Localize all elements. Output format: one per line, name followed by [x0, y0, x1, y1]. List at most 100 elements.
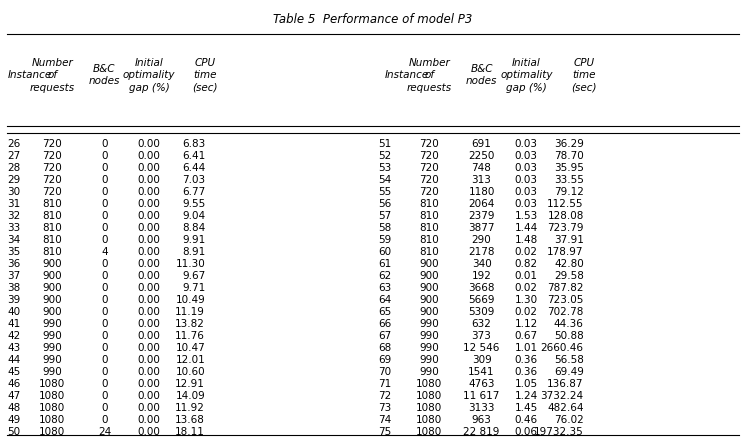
Text: 0.03: 0.03: [515, 187, 538, 197]
Text: 900: 900: [419, 295, 439, 305]
Text: 990: 990: [419, 331, 439, 341]
Text: 0.00: 0.00: [138, 235, 160, 245]
Text: 0.00: 0.00: [138, 211, 160, 221]
Text: 2660.46: 2660.46: [541, 343, 583, 353]
Text: 55: 55: [378, 187, 391, 197]
Text: 8.91: 8.91: [182, 247, 205, 257]
Text: 40: 40: [7, 307, 21, 317]
Text: 720: 720: [419, 187, 439, 197]
Text: 9.67: 9.67: [182, 271, 205, 281]
Text: 69.49: 69.49: [554, 367, 583, 377]
Text: 0.00: 0.00: [138, 295, 160, 305]
Text: 13.68: 13.68: [175, 415, 205, 425]
Text: 29.58: 29.58: [554, 271, 583, 281]
Text: 53: 53: [378, 163, 391, 173]
Text: 0: 0: [101, 151, 107, 161]
Text: 0.82: 0.82: [515, 259, 538, 269]
Text: 900: 900: [43, 307, 62, 317]
Text: 0.00: 0.00: [138, 343, 160, 353]
Text: 0: 0: [101, 319, 107, 329]
Text: 52: 52: [378, 151, 391, 161]
Text: 1180: 1180: [468, 187, 495, 197]
Text: 79.12: 79.12: [554, 187, 583, 197]
Text: 720: 720: [43, 151, 62, 161]
Text: 810: 810: [43, 211, 62, 221]
Text: 56.58: 56.58: [554, 355, 583, 365]
Text: CPU
time
(sec): CPU time (sec): [192, 58, 218, 92]
Text: 1541: 1541: [468, 367, 495, 377]
Text: 0.03: 0.03: [515, 175, 538, 185]
Text: 3732.24: 3732.24: [541, 391, 583, 401]
Text: 47: 47: [7, 391, 21, 401]
Text: 0: 0: [101, 235, 107, 245]
Text: 59: 59: [378, 235, 391, 245]
Text: 128.08: 128.08: [548, 211, 583, 221]
Text: 723.79: 723.79: [548, 223, 583, 233]
Text: 1080: 1080: [416, 379, 442, 389]
Text: 42.80: 42.80: [554, 259, 583, 269]
Text: 41: 41: [7, 319, 21, 329]
Text: 54: 54: [378, 175, 391, 185]
Text: 19732.35: 19732.35: [534, 427, 583, 437]
Text: 64: 64: [378, 295, 391, 305]
Text: 11.76: 11.76: [175, 331, 205, 341]
Text: 0: 0: [101, 175, 107, 185]
Text: 0: 0: [101, 367, 107, 377]
Text: 3133: 3133: [468, 403, 495, 413]
Text: 2250: 2250: [468, 151, 495, 161]
Text: 0: 0: [101, 283, 107, 293]
Text: 8.84: 8.84: [182, 223, 205, 233]
Text: 0.67: 0.67: [515, 331, 538, 341]
Text: 74: 74: [378, 415, 391, 425]
Text: 0: 0: [101, 391, 107, 401]
Text: 810: 810: [43, 235, 62, 245]
Text: 810: 810: [43, 223, 62, 233]
Text: 62: 62: [378, 271, 391, 281]
Text: 61: 61: [378, 259, 391, 269]
Text: 1080: 1080: [39, 379, 66, 389]
Text: 720: 720: [419, 163, 439, 173]
Text: 990: 990: [419, 343, 439, 353]
Text: 290: 290: [471, 235, 492, 245]
Text: 720: 720: [43, 175, 62, 185]
Text: 720: 720: [419, 139, 439, 149]
Text: 37.91: 37.91: [554, 235, 583, 245]
Text: 192: 192: [471, 271, 492, 281]
Text: 12.01: 12.01: [175, 355, 205, 365]
Text: 0.00: 0.00: [138, 259, 160, 269]
Text: 787.82: 787.82: [548, 283, 583, 293]
Text: 0: 0: [101, 163, 107, 173]
Text: 1.30: 1.30: [515, 295, 538, 305]
Text: 691: 691: [471, 139, 492, 149]
Text: 0: 0: [101, 403, 107, 413]
Text: Instance: Instance: [385, 70, 429, 80]
Text: 963: 963: [471, 415, 492, 425]
Text: 810: 810: [419, 199, 439, 209]
Text: 2178: 2178: [468, 247, 495, 257]
Text: 810: 810: [43, 199, 62, 209]
Text: 373: 373: [471, 331, 492, 341]
Text: 4763: 4763: [468, 379, 495, 389]
Text: 0: 0: [101, 295, 107, 305]
Text: 702.78: 702.78: [548, 307, 583, 317]
Text: 1.53: 1.53: [515, 211, 538, 221]
Text: 42: 42: [7, 331, 21, 341]
Text: 0.00: 0.00: [138, 427, 160, 437]
Text: 0.00: 0.00: [138, 331, 160, 341]
Text: 990: 990: [43, 331, 62, 341]
Text: 0.06: 0.06: [515, 427, 538, 437]
Text: 12 546: 12 546: [463, 343, 500, 353]
Text: 46: 46: [7, 379, 21, 389]
Text: 900: 900: [419, 307, 439, 317]
Text: B&C
nodes: B&C nodes: [89, 64, 120, 86]
Text: 0.00: 0.00: [138, 163, 160, 173]
Text: 1080: 1080: [39, 415, 66, 425]
Text: 632: 632: [471, 319, 492, 329]
Text: 67: 67: [378, 331, 391, 341]
Text: 50.88: 50.88: [554, 331, 583, 341]
Text: 0: 0: [101, 271, 107, 281]
Text: 1080: 1080: [416, 403, 442, 413]
Text: 810: 810: [419, 247, 439, 257]
Text: 11.19: 11.19: [175, 307, 205, 317]
Text: 43: 43: [7, 343, 21, 353]
